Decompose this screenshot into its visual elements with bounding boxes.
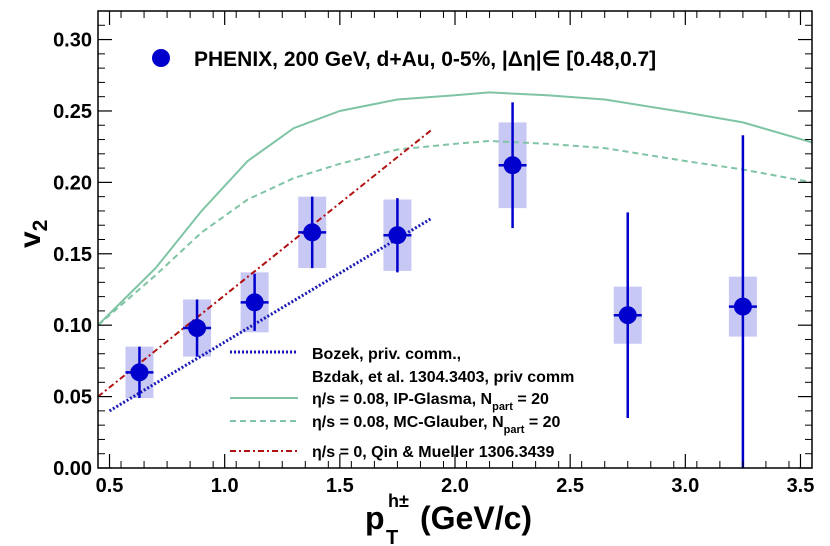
y-tick-label-4: 0.20 [53, 172, 92, 194]
data-points [125, 102, 757, 468]
y-tick-label-3: 0.15 [53, 244, 92, 266]
data-point-1 [188, 319, 207, 338]
data-point-6 [618, 306, 637, 325]
x-tick-label-5: 3.0 [671, 475, 699, 497]
x-tick-label-0: 0.5 [96, 475, 124, 497]
data-point-2 [245, 293, 264, 312]
data-point-5 [503, 156, 522, 175]
y-tick-label-6: 0.30 [53, 30, 92, 52]
curve-dashed-2 [98, 139, 812, 326]
y-tick-label-1: 0.05 [53, 387, 92, 409]
curve-dashdot-3 [98, 128, 433, 398]
model-legend: Bozek, priv. comm., Bzdak, et al. 1304.3… [230, 346, 574, 461]
x-tick-label-4: 2.5 [556, 475, 584, 497]
chart-title: PHENIX, 200 GeV, d+Au, 0-5%, |Δη|∈ [0.48… [194, 48, 656, 71]
x-axis-label-units: (GeV/c) [420, 500, 532, 536]
axis-ticks: 0.5 1.0 1.5 2.0 2.5 3.0 3.5 0.00 0.05 0.10 0.15 0.2… [53, 10, 815, 497]
x-tick-label-1: 1.0 [211, 475, 239, 497]
legend-label-bzdak: Bzdak, et al. 1304.3403, priv comm [312, 369, 574, 386]
x-tick-label-6: 3.5 [787, 475, 815, 497]
x-axis-label-main: p [365, 500, 385, 536]
y-tick-label-2: 0.10 [53, 315, 92, 337]
y-axis-label: v2 [14, 220, 52, 248]
data-point-3 [303, 223, 322, 242]
data-point-7 [733, 297, 752, 316]
model-curves [98, 91, 812, 413]
x-axis-label: p T h± (GeV/c) [365, 491, 532, 546]
data-point-0 [130, 363, 149, 382]
x-tick-label-3: 2.0 [441, 475, 469, 497]
data-point-4 [388, 226, 407, 245]
y-tick-label-0: 0.00 [53, 458, 92, 480]
legend-label-qin-mueller: η/s = 0, Qin & Mueller 1306.3439 [312, 444, 554, 461]
y-axis-label-main: v [14, 231, 47, 248]
legend-label-mcglauber: η/s = 0.08, MC-Glauber, Npart = 20 [312, 414, 561, 436]
legend-label-bozek: Bozek, priv. comm., [312, 346, 461, 363]
curve-dotted-0 [108, 216, 433, 413]
x-tick-label-2: 1.5 [326, 475, 354, 497]
x-axis-label-sup: h± [388, 491, 409, 511]
title-marker [152, 49, 170, 67]
y-axis-label-sub: 2 [29, 220, 52, 232]
y-tick-label-5: 0.25 [53, 101, 92, 123]
legend-label-ipglasma: η/s = 0.08, IP-Glasma, Npart = 20 [312, 391, 549, 413]
curve-solid-1 [98, 91, 812, 326]
x-axis-label-sub: T [386, 527, 398, 546]
